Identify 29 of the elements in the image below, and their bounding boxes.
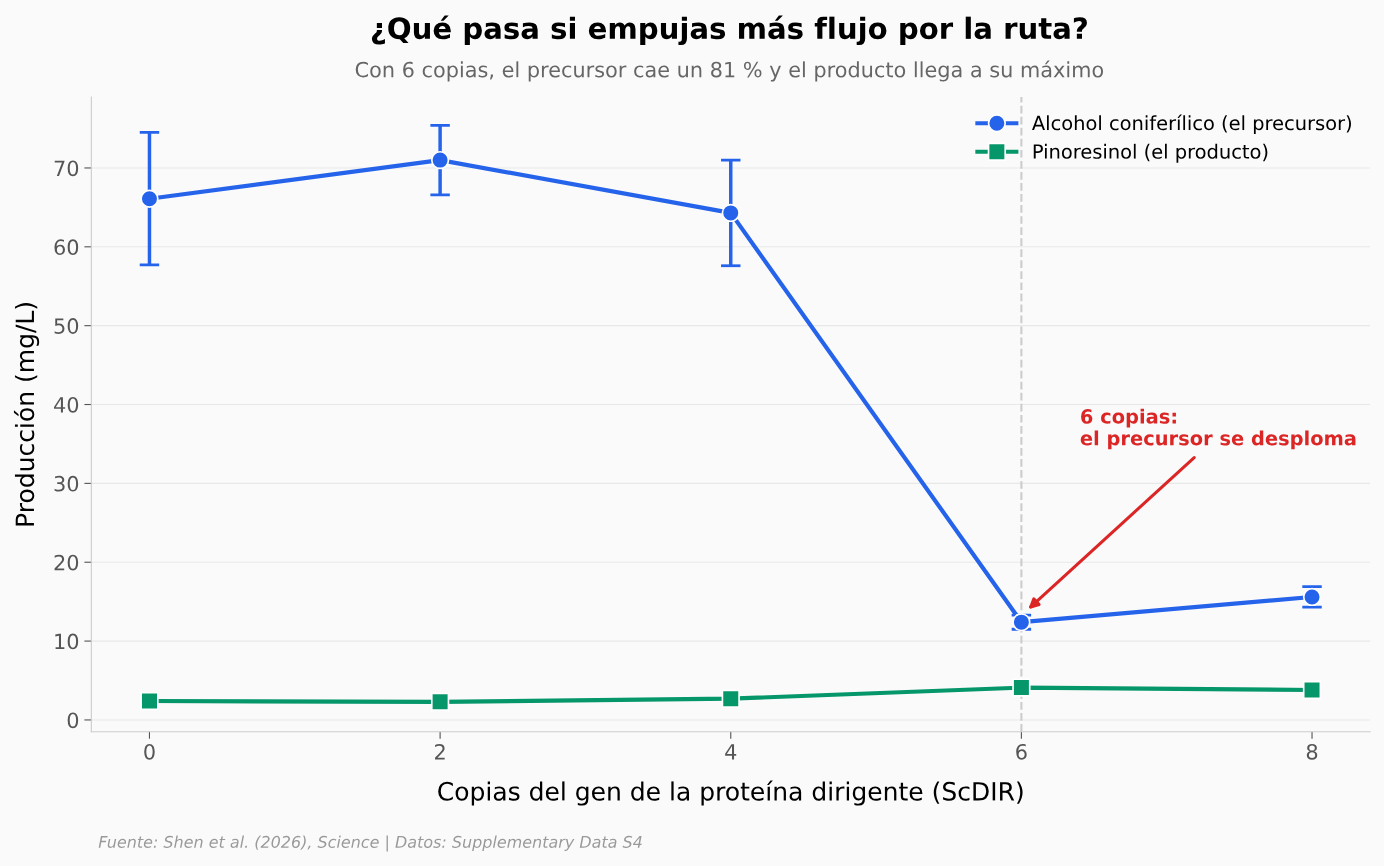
y-tick-label: 20 bbox=[54, 554, 79, 571]
source-note: Fuente: Shen et al. (2026), Science | Datos: Supplementary Data S4 bbox=[98, 835, 642, 852]
y-axis-title: Producción (mg/L) bbox=[13, 303, 40, 526]
point bbox=[1302, 680, 1322, 700]
x-tick-label: 4 bbox=[725, 744, 737, 760]
point bbox=[140, 189, 159, 208]
x-tick-label: 8 bbox=[1306, 743, 1318, 760]
point bbox=[430, 692, 450, 711]
point bbox=[140, 691, 159, 711]
y-tick-label: 0 bbox=[67, 712, 79, 729]
legend-label: Alcohol coniferílico (el precursor) bbox=[1032, 114, 1351, 135]
point bbox=[1012, 678, 1031, 697]
x-tick-label: 2 bbox=[435, 743, 445, 760]
chart-title: ¿Qué pasa si empujas más flujo por la ruta? bbox=[371, 15, 1087, 46]
x-axis-title: Copias del gen de la proteína dirigente (ScDIR) bbox=[438, 780, 1023, 806]
point bbox=[721, 203, 740, 223]
legend-label: Pinoresinol (el producto) bbox=[1033, 143, 1268, 163]
annotation: 6 copias: el precursor se desploma bbox=[1080, 408, 1356, 450]
x-tick-label: 6 bbox=[1016, 743, 1027, 760]
y-tick-label: 40 bbox=[54, 396, 79, 413]
point bbox=[430, 150, 450, 170]
chart-subtitle: Con 6 copias, el precursor cae un 81 % y el producto llega a su máximo bbox=[355, 60, 1104, 82]
y-tick-label: 70 bbox=[54, 160, 79, 177]
point bbox=[721, 689, 740, 708]
y-tick-label: 60 bbox=[54, 239, 79, 256]
y-tick-label: 50 bbox=[54, 318, 79, 334]
y-tick-label: 10 bbox=[55, 633, 79, 650]
x-tick-label: 0 bbox=[144, 743, 155, 760]
y-tick-label: 30 bbox=[54, 475, 79, 492]
